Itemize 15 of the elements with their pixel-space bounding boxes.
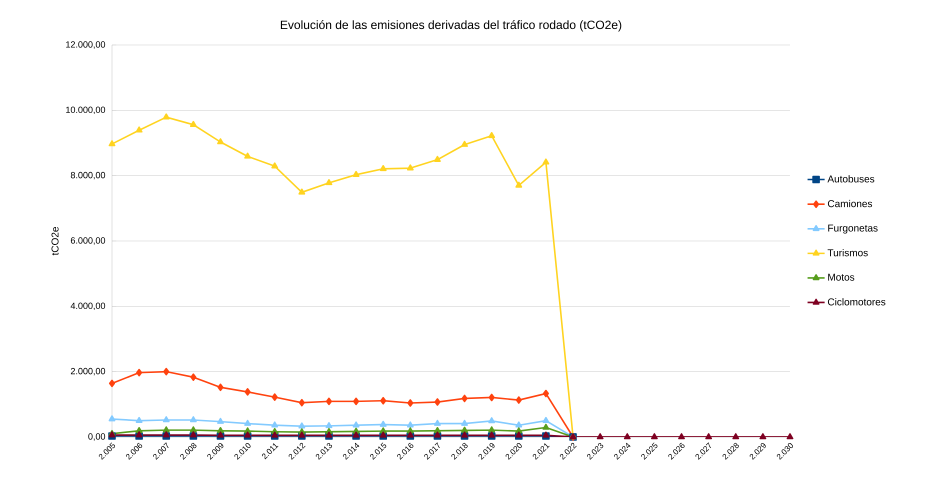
- legend-label: Turismos: [828, 248, 868, 256]
- y-tick-label: 4.000,00: [70, 302, 106, 310]
- y-tick-label: 10.000,00: [66, 106, 106, 114]
- legend-label: Motos: [828, 274, 854, 281]
- y-tick-label: 2.000,00: [70, 368, 106, 376]
- legend-label: Camiones: [828, 200, 872, 208]
- chart-title: Evolución de las emisiones derivadas del tráfico rodado (tCO2e): [280, 20, 622, 32]
- legend-label: Ciclomotores: [828, 298, 886, 306]
- y-tick-label: 12.000,00: [66, 41, 106, 49]
- y-tick-label: 8.000,00: [70, 172, 106, 180]
- y-axis-title: tCO2e: [51, 226, 59, 256]
- y-tick-label: 0,00: [88, 433, 106, 441]
- legend-label: Furgonetas: [828, 224, 878, 234]
- y-tick-label: 6.000,00: [70, 237, 106, 245]
- legend-label: Autobuses: [827, 175, 874, 182]
